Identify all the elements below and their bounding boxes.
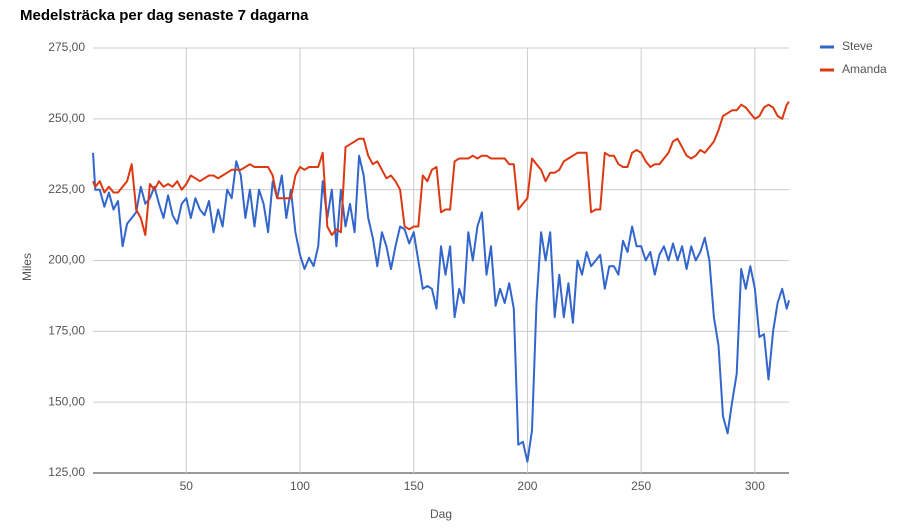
x-tick-label: 300: [745, 479, 765, 493]
y-tick-label: 250,00: [48, 111, 85, 125]
chart-title: Medelsträcka per dag senaste 7 dagarna: [20, 7, 309, 24]
y-tick-label: 175,00: [48, 324, 85, 338]
legend-label: Steve: [842, 39, 873, 53]
x-tick-label: 250: [631, 479, 651, 493]
y-tick-label: 275,00: [48, 40, 85, 54]
x-tick-label: 100: [290, 479, 310, 493]
line-series: [92, 101, 790, 236]
x-tick-label: 50: [180, 479, 194, 493]
y-tick-label: 200,00: [48, 253, 85, 267]
legend-label: Amanda: [842, 62, 887, 76]
x-axis-title: Dag: [430, 507, 452, 521]
x-tick-label: 200: [517, 479, 537, 493]
y-tick-label: 125,00: [48, 465, 85, 479]
y-axis-title: Miles: [20, 253, 34, 281]
line-series: [92, 152, 790, 463]
y-tick-label: 150,00: [48, 394, 85, 408]
y-tick-label: 225,00: [48, 182, 85, 196]
x-tick-label: 150: [404, 479, 424, 493]
